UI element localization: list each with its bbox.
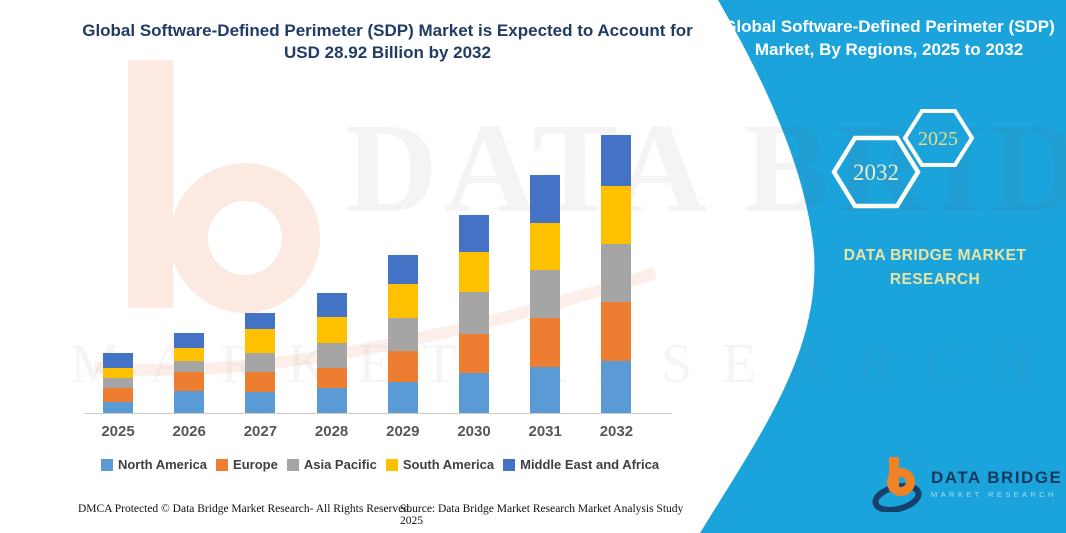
- x-axis-label: 2029: [386, 423, 420, 440]
- hexagon-2025-icon: [902, 109, 975, 167]
- logo-name: DATA BRIDGE: [931, 467, 1063, 487]
- bar-segment: [316, 388, 347, 413]
- stacked-bar-2032: [601, 135, 632, 413]
- bar-segment: [174, 361, 205, 372]
- stacked-bar-2026: [174, 333, 205, 413]
- stacked-bar-2027: [245, 313, 276, 413]
- hexagon-2032-label: 2032: [853, 160, 899, 185]
- legend: North America Europe Asia Pacific South Ame…: [80, 457, 680, 472]
- legend-label: Europe: [233, 457, 278, 472]
- bar-segment: [387, 284, 418, 318]
- plot-area: 2025 2026 2027 2028 2029 2030 2031 2032: [101, 135, 634, 440]
- hexagon-2025-label: 2025: [918, 128, 958, 150]
- legend-label: Middle East and Africa: [520, 457, 660, 472]
- bar-segment: [103, 388, 133, 402]
- x-axis-label: 2032: [599, 423, 634, 440]
- bar-segment: [245, 329, 276, 353]
- bar-segment: [530, 317, 561, 367]
- bar-segment: [174, 371, 205, 391]
- databridge-logo: DATA BRIDGE MARKET RESEARCH: [872, 456, 1062, 512]
- bar-segment: [530, 269, 561, 318]
- legend-swatch-icon: [216, 458, 229, 471]
- bar-segment: [530, 222, 561, 270]
- right-panel-title: Global Software-Defined Perimeter (SDP) …: [723, 17, 1055, 59]
- legend-item: Europe: [216, 457, 278, 472]
- footer-source-text: Source: Data Bridge Market Research Mark…: [400, 503, 684, 527]
- bar-segment: [601, 361, 632, 413]
- watermark-b-stem: [128, 60, 173, 308]
- legend-swatch-icon: [286, 458, 299, 471]
- legend-item: South America: [385, 457, 495, 472]
- legend-item: Asia Pacific: [286, 457, 377, 472]
- x-axis-label: 2030: [457, 423, 491, 440]
- x-axis-label: 2026: [172, 423, 206, 440]
- x-axis-label: 2028: [314, 423, 349, 440]
- bar-segment: [174, 347, 205, 362]
- bar-segment: [174, 390, 205, 413]
- x-axis-label: 2027: [243, 423, 278, 440]
- bar-segment: [459, 291, 489, 335]
- year-hexagons: 2032 2025: [831, 109, 975, 209]
- footer-dmca-text: DMCA Protected © Data Bridge Market Rese…: [78, 503, 412, 515]
- legend-swatch-icon: [385, 458, 398, 471]
- databridge-logo-icon: [872, 457, 922, 512]
- legend-item: Middle East and Africa: [503, 457, 659, 472]
- bar-segment: [387, 317, 418, 351]
- bar-segment: [601, 301, 632, 362]
- bar-segment: [316, 292, 347, 317]
- bar-segment: [245, 371, 276, 392]
- bar-segment: [459, 334, 489, 373]
- stacked-bar-2029: [387, 255, 418, 413]
- stacked-bar-2025: [103, 353, 133, 413]
- bar-segment: [601, 186, 632, 244]
- chart-title: Global Software-Defined Perimeter (SDP) …: [82, 21, 693, 63]
- bar-segment: [103, 353, 133, 368]
- legend-item: North America: [100, 457, 208, 472]
- bar-segment: [316, 367, 347, 388]
- bar-segment: [245, 313, 276, 330]
- legend-swatch-icon: [100, 458, 113, 471]
- bar-segment: [459, 252, 489, 292]
- bar-segment: [387, 382, 418, 413]
- logo-subtitle: MARKET RESEARCH: [931, 490, 1057, 500]
- bar-segment: [387, 350, 418, 383]
- bar-segment: [103, 378, 133, 388]
- bar-segment: [245, 391, 276, 413]
- bar-segment: [316, 316, 347, 343]
- legend-label: Asia Pacific: [303, 457, 377, 472]
- bar-segment: [459, 372, 489, 413]
- brand-text: DATA BRIDGE MARKET RESEARCH: [843, 247, 1027, 289]
- bar-segment: [103, 367, 133, 379]
- bar-segment: [459, 214, 489, 253]
- x-axis-label: 2025: [101, 423, 135, 440]
- bar-segment: [601, 135, 632, 187]
- legend-label: South America: [402, 457, 495, 472]
- bar-segment: [103, 401, 133, 413]
- bar-segment: [245, 352, 276, 372]
- bar-segment: [387, 255, 418, 285]
- legend-label: North America: [117, 457, 208, 472]
- hexagon-2032-icon: [831, 135, 921, 209]
- bar-segment: [174, 333, 205, 348]
- stacked-bar-2028: [316, 292, 347, 413]
- x-axis-line: [84, 413, 672, 414]
- watermark-b-bowl: [170, 163, 320, 313]
- bar-segment: [530, 366, 561, 413]
- bar-segment: [316, 342, 347, 368]
- stacked-bar-2031: [530, 174, 561, 413]
- bar-segment: [530, 174, 561, 223]
- bar-segment: [601, 243, 632, 302]
- x-axis-label: 2031: [528, 423, 562, 440]
- legend-swatch-icon: [503, 458, 516, 471]
- stacked-bar-2030: [459, 214, 489, 413]
